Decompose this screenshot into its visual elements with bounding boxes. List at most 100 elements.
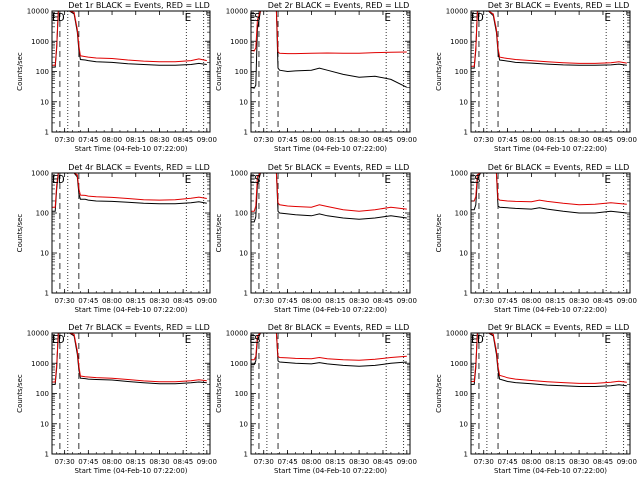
interval-marker-e: E <box>604 173 611 186</box>
chart-panel-6: Det 6r BLACK = Events, RED = LLD 1 10 100 10… <box>435 163 637 314</box>
series-line-lld <box>471 10 627 67</box>
y-tick-label: 1000 <box>230 38 248 46</box>
x-tick-label: 07:45 <box>78 297 98 305</box>
chart-panel-1: Det 1r BLACK = Events, RED = LLD 1 10 100 10… <box>16 1 217 153</box>
y-tick-label: 10 <box>459 420 468 428</box>
x-tick-label: 08:00 <box>521 297 541 305</box>
interval-marker-d: D <box>477 333 484 346</box>
y-tick-label: 100 <box>455 68 468 76</box>
y-tick-label: 10 <box>40 98 49 106</box>
y-tick-label: 1 <box>464 129 468 137</box>
x-tick-label: 08:30 <box>349 136 369 144</box>
y-tick-label: 1 <box>45 290 49 298</box>
x-axis-label: Start Time (04-Feb-10 07:22:00) <box>74 145 187 153</box>
y-tick-label: 1 <box>464 290 468 298</box>
y-axis-label: Counts/sec <box>16 214 24 253</box>
interval-marker-e: E <box>384 333 391 346</box>
y-axis-label: Counts/sec <box>435 214 443 253</box>
y-tick-label: 1000 <box>31 360 49 368</box>
x-tick-label: 08:00 <box>102 458 122 466</box>
x-tick-label: 08:00 <box>301 136 321 144</box>
chart-panel-5: Det 5r BLACK = Events, RED = LLD 1 10 100 10… <box>215 163 417 314</box>
y-axis-label: Counts/sec <box>16 52 24 91</box>
x-tick-label: 08:00 <box>521 136 541 144</box>
x-tick-label: 07:30 <box>55 297 75 305</box>
x-tick-label: 09:00 <box>197 458 217 466</box>
series-line-events <box>251 332 407 367</box>
x-tick-label: 08:15 <box>325 297 345 305</box>
interval-marker-s: S <box>474 173 481 186</box>
x-tick-label: 07:30 <box>55 136 75 144</box>
interval-marker-e: E <box>384 173 391 186</box>
x-tick-label: 08:15 <box>545 458 565 466</box>
x-tick-label: 08:30 <box>349 458 369 466</box>
y-tick-label: 100 <box>36 210 49 218</box>
x-tick-label: 07:45 <box>497 458 517 466</box>
x-tick-label: 07:30 <box>474 297 494 305</box>
x-tick-label: 08:15 <box>126 297 146 305</box>
interval-marker-e: E <box>604 11 611 24</box>
x-tick-label: 08:45 <box>373 458 393 466</box>
interval-marker-e: E <box>185 333 192 346</box>
x-axis-label: Start Time (04-Feb-10 07:22:00) <box>494 306 607 314</box>
plot-frame <box>470 172 631 294</box>
x-tick-label: 07:30 <box>254 136 274 144</box>
series-line-events <box>251 172 407 223</box>
series-line-lld <box>251 10 407 55</box>
y-axis-label: Counts/sec <box>435 374 443 413</box>
x-tick-label: 07:45 <box>277 458 297 466</box>
y-tick-label: 10 <box>40 420 49 428</box>
x-tick-label: 08:45 <box>173 136 193 144</box>
x-tick-label: 07:30 <box>474 136 494 144</box>
x-tick-label: 08:45 <box>593 297 613 305</box>
y-tick-label: 1 <box>244 129 248 137</box>
interval-marker-e: E <box>249 333 256 346</box>
y-tick-label: 100 <box>36 390 49 398</box>
chart-panel-8: Det 8r BLACK = Events, RED = LLD 1 10 100 10… <box>215 323 417 475</box>
x-tick-label: 08:45 <box>173 297 193 305</box>
chart-title: Det 5r BLACK = Events, RED = LLD <box>268 163 410 172</box>
x-tick-label: 07:45 <box>497 297 517 305</box>
interval-marker-s: S <box>254 173 261 186</box>
series-line-events <box>251 10 408 89</box>
y-tick-label: 100 <box>36 68 49 76</box>
y-tick-label: 100 <box>235 68 248 76</box>
x-tick-label: 07:30 <box>254 297 274 305</box>
interval-marker-e: E <box>249 11 256 24</box>
y-tick-label: 10000 <box>27 330 49 338</box>
chart-panel-2: Det 2r BLACK = Events, RED = LLD 1 10 100 10… <box>215 1 417 153</box>
x-tick-label: 08:15 <box>545 297 565 305</box>
interval-marker-e: E <box>52 333 59 346</box>
x-axis-label: Start Time (04-Feb-10 07:22:00) <box>494 467 607 475</box>
y-tick-label: 100 <box>455 210 468 218</box>
interval-marker-s: S <box>254 11 261 24</box>
interval-marker-e: E <box>249 173 256 186</box>
y-tick-label: 1 <box>244 451 248 459</box>
interval-marker-e: E <box>185 173 192 186</box>
y-tick-label: 1 <box>244 290 248 298</box>
series-line-lld <box>251 332 407 361</box>
interval-marker-e: E <box>52 11 59 24</box>
chart-title: Det 8r BLACK = Events, RED = LLD <box>268 323 410 332</box>
x-tick-label: 07:45 <box>277 297 297 305</box>
x-tick-label: 08:45 <box>173 458 193 466</box>
y-tick-label: 1000 <box>31 38 49 46</box>
x-tick-label: 07:45 <box>78 458 98 466</box>
y-tick-label: 1 <box>45 129 49 137</box>
chart-panel-9: Det 9r BLACK = Events, RED = LLD 1 10 100 10… <box>435 323 637 475</box>
y-tick-label: 100 <box>455 390 468 398</box>
x-tick-label: 08:45 <box>373 136 393 144</box>
y-tick-label: 1000 <box>230 360 248 368</box>
interval-marker-e: E <box>384 11 391 24</box>
y-tick-label: 10000 <box>27 8 49 16</box>
y-tick-label: 10000 <box>446 330 468 338</box>
x-tick-label: 08:45 <box>373 297 393 305</box>
y-tick-label: 1 <box>45 451 49 459</box>
x-axis-label: Start Time (04-Feb-10 07:22:00) <box>74 467 187 475</box>
interval-marker-e: E <box>604 333 611 346</box>
y-tick-label: 10 <box>239 98 248 106</box>
x-tick-label: 08:30 <box>149 297 169 305</box>
y-tick-label: 10 <box>239 420 248 428</box>
x-tick-label: 08:00 <box>521 458 541 466</box>
